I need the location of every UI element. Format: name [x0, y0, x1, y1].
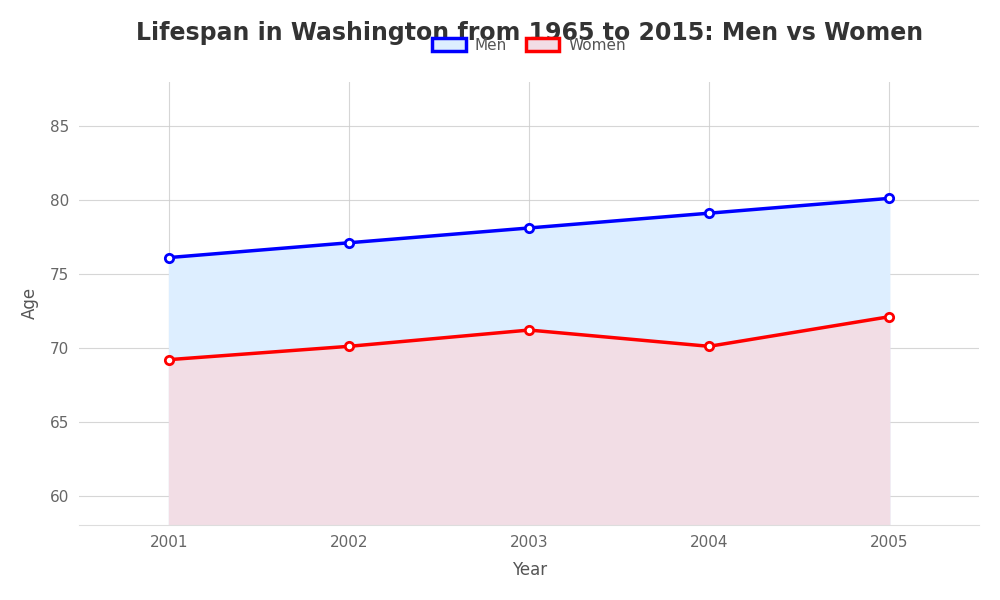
Y-axis label: Age: Age [21, 287, 39, 319]
X-axis label: Year: Year [512, 561, 547, 579]
Legend: Men, Women: Men, Women [426, 31, 632, 59]
Title: Lifespan in Washington from 1965 to 2015: Men vs Women: Lifespan in Washington from 1965 to 2015… [136, 21, 923, 45]
